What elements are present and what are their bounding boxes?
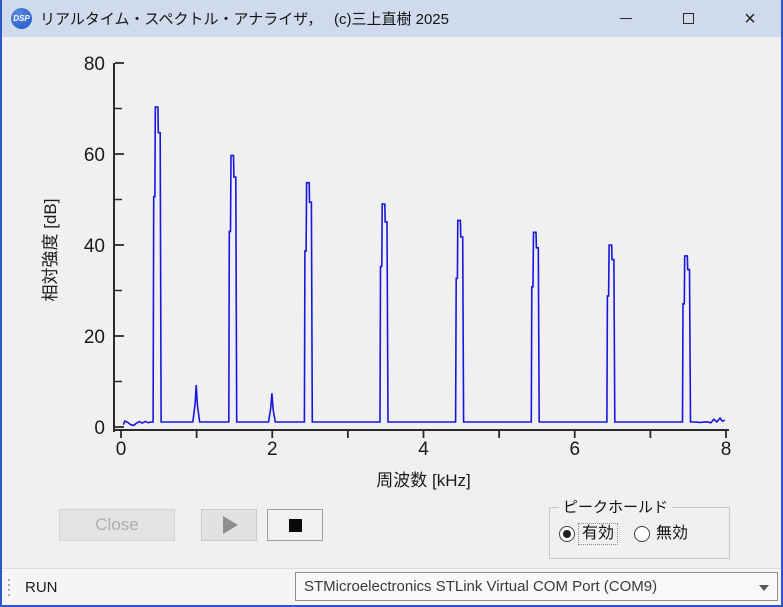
stop-icon bbox=[288, 518, 302, 532]
close-icon: × bbox=[744, 7, 756, 30]
status-bar: RUN STMicroelectronics STLink Virtual CO… bbox=[2, 568, 781, 605]
play-button[interactable] bbox=[201, 509, 257, 541]
svg-text:0: 0 bbox=[116, 439, 127, 460]
close-window-button[interactable]: × bbox=[719, 0, 781, 37]
maximize-button[interactable] bbox=[657, 0, 719, 37]
minimize-button[interactable] bbox=[595, 0, 657, 37]
com-port-select[interactable]: STMicroelectronics STLink Virtual COM Po… bbox=[295, 572, 778, 601]
svg-text:2: 2 bbox=[267, 439, 278, 460]
peak-hold-options: 有効 無効 bbox=[559, 523, 729, 545]
window-title: リアルタイム・スペクトル・アナライザ， (c)三上直樹 2025 bbox=[40, 11, 449, 28]
radio-enabled-label[interactable]: 有効 bbox=[578, 523, 619, 545]
radio-disabled[interactable] bbox=[634, 526, 651, 542]
spectrum-trace bbox=[122, 106, 726, 427]
run-status-label: RUN bbox=[25, 578, 58, 596]
peak-hold-group-label: ピークホールド bbox=[559, 499, 673, 516]
stop-button[interactable] bbox=[267, 509, 323, 541]
radio-dot bbox=[563, 530, 571, 538]
chevron-down-icon bbox=[759, 585, 769, 591]
com-port-value: STMicroelectronics STLink Virtual COM Po… bbox=[304, 578, 658, 595]
radio-disabled-label[interactable]: 無効 bbox=[656, 525, 689, 542]
svg-text:60: 60 bbox=[84, 145, 105, 166]
svg-text:20: 20 bbox=[84, 327, 105, 348]
titlebar[interactable]: DSP リアルタイム・スペクトル・アナライザ， (c)三上直樹 2025 × bbox=[2, 0, 781, 37]
play-icon bbox=[223, 516, 238, 534]
statusbar-grip-icon bbox=[8, 577, 10, 597]
window-controls: × bbox=[595, 0, 781, 37]
svg-text:0: 0 bbox=[94, 418, 105, 439]
x-axis-label: 周波数 [kHz] bbox=[376, 471, 470, 490]
svg-text:8: 8 bbox=[721, 439, 732, 460]
spectrum-chart: 0 20 40 60 80 0 2 4 6 8 周波数 [kHz] 相対強度 [dB] bbox=[41, 54, 732, 490]
y-axis-label: 相対強度 [dB] bbox=[41, 199, 60, 302]
radio-enabled[interactable] bbox=[559, 526, 575, 542]
svg-text:6: 6 bbox=[569, 439, 580, 460]
peak-hold-group: ピークホールド 有効 無効 bbox=[549, 499, 730, 559]
minimize-icon bbox=[620, 18, 632, 19]
maximize-icon bbox=[682, 13, 694, 24]
app-icon: DSP bbox=[11, 8, 32, 29]
svg-text:40: 40 bbox=[84, 236, 105, 257]
svg-text:4: 4 bbox=[418, 439, 429, 460]
close-button[interactable]: Close bbox=[59, 509, 175, 541]
svg-text:80: 80 bbox=[84, 54, 105, 75]
